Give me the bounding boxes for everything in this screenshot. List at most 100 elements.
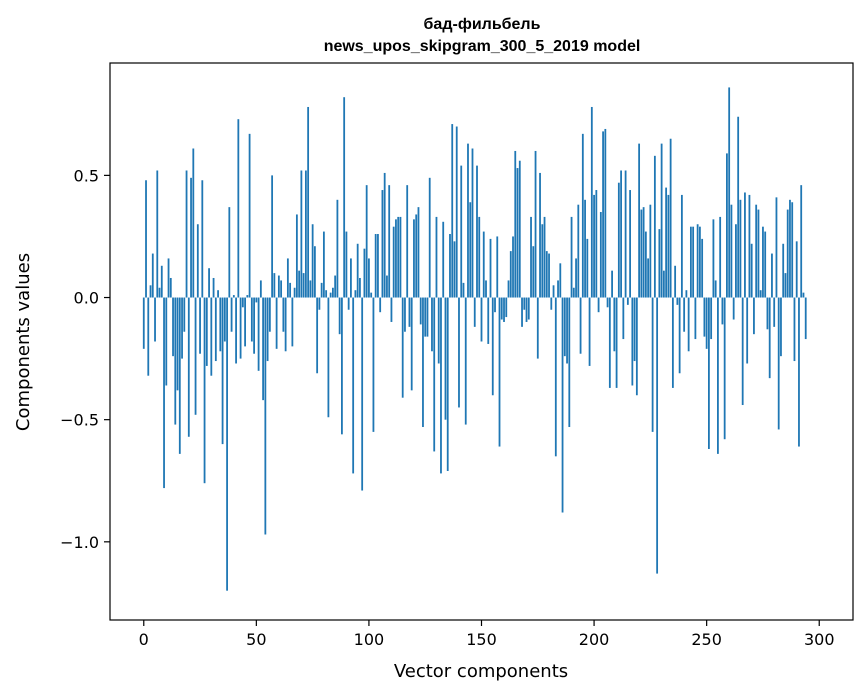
bar-154 (489, 238, 492, 298)
bar-221 (640, 209, 643, 298)
bar-102 (372, 297, 375, 432)
bar-204 (602, 131, 604, 298)
bar-291 (798, 297, 800, 447)
bar-80 (322, 231, 325, 298)
x-axis-label: Vector components (394, 661, 568, 682)
x-tick-label-0: 0 (139, 630, 149, 649)
y-tick-label-1: −0.5 (60, 411, 99, 430)
bar-87 (338, 297, 341, 335)
bar-189 (568, 297, 571, 428)
bar-233 (667, 194, 670, 298)
bar-55 (266, 297, 269, 362)
bar-5 (154, 297, 156, 342)
bar-167 (518, 160, 521, 298)
bar-195 (581, 133, 584, 298)
bar-275 (762, 226, 764, 298)
y-tick-label-2: 0.0 (74, 289, 99, 308)
bar-58 (273, 273, 276, 298)
bar-257 (721, 297, 724, 325)
bar-13 (172, 297, 174, 357)
bar-37 (226, 297, 228, 591)
bar-157 (496, 236, 499, 298)
bar-7 (158, 287, 161, 298)
bar-62 (282, 297, 285, 332)
bar-241 (685, 290, 688, 298)
bar-95 (356, 243, 359, 298)
bar-8 (160, 265, 163, 298)
bar-72 (304, 170, 307, 298)
bar-10 (165, 297, 168, 386)
bar-42 (237, 119, 240, 298)
bar-227 (653, 155, 656, 298)
bar-236 (674, 265, 677, 298)
bar-224 (647, 258, 650, 298)
bar-137 (451, 124, 454, 298)
bar-115 (401, 297, 404, 398)
bar-194 (579, 297, 582, 354)
bar-240 (683, 297, 686, 332)
bar-121 (415, 214, 418, 298)
bar-180 (548, 253, 550, 298)
bar-120 (413, 219, 415, 298)
bar-127 (428, 177, 431, 298)
bar-89 (343, 97, 346, 298)
bar-173 (532, 246, 535, 298)
bar-231 (662, 270, 665, 298)
bar-271 (753, 297, 755, 335)
bar-250 (705, 297, 708, 349)
bar-226 (651, 297, 654, 432)
bar-210 (615, 297, 618, 388)
bar-202 (597, 297, 600, 313)
bar-130 (435, 216, 438, 298)
bar-34 (219, 297, 222, 352)
bar-251 (708, 297, 710, 449)
bar-243 (689, 226, 692, 298)
bar-191 (572, 287, 575, 298)
bar-199 (590, 106, 593, 298)
bar-96 (359, 277, 361, 298)
bar-215 (626, 297, 629, 305)
bar-190 (570, 216, 573, 298)
bar-205 (604, 128, 607, 298)
y-axis-label: Components values (13, 253, 34, 431)
bar-268 (746, 297, 749, 364)
bar-175 (536, 297, 539, 359)
bar-56 (268, 297, 271, 332)
bar-203 (599, 212, 602, 298)
bar-77 (316, 297, 319, 374)
bar-98 (363, 248, 366, 298)
bar-69 (298, 270, 301, 298)
bar-184 (557, 280, 559, 298)
bar-172 (530, 216, 532, 298)
bar-198 (588, 297, 591, 366)
bar-196 (584, 199, 586, 298)
bar-88 (341, 297, 343, 435)
bar-208 (611, 270, 613, 298)
bar-245 (694, 297, 697, 340)
x-tick-label-250: 250 (691, 630, 722, 649)
bar-27 (203, 297, 206, 484)
bar-114 (399, 216, 402, 298)
bar-214 (624, 170, 627, 298)
bar-239 (680, 194, 683, 298)
bar-90 (345, 231, 348, 298)
bar-164 (512, 236, 514, 298)
bar-142 (462, 282, 465, 298)
bar-138 (453, 241, 456, 298)
bar-206 (606, 297, 609, 308)
bar-255 (717, 297, 719, 454)
bar-117 (406, 185, 409, 298)
bar-149 (478, 216, 481, 298)
bar-64 (286, 258, 289, 298)
bar-176 (539, 172, 541, 298)
bar-78 (318, 297, 321, 310)
bar-81 (325, 290, 328, 298)
x-tick-label-50: 50 (246, 630, 266, 649)
bar-140 (458, 297, 460, 408)
bar-57 (271, 175, 274, 298)
bar-19 (185, 170, 188, 298)
bar-249 (703, 297, 706, 337)
bar-79 (320, 282, 323, 298)
bar-74 (309, 280, 312, 298)
